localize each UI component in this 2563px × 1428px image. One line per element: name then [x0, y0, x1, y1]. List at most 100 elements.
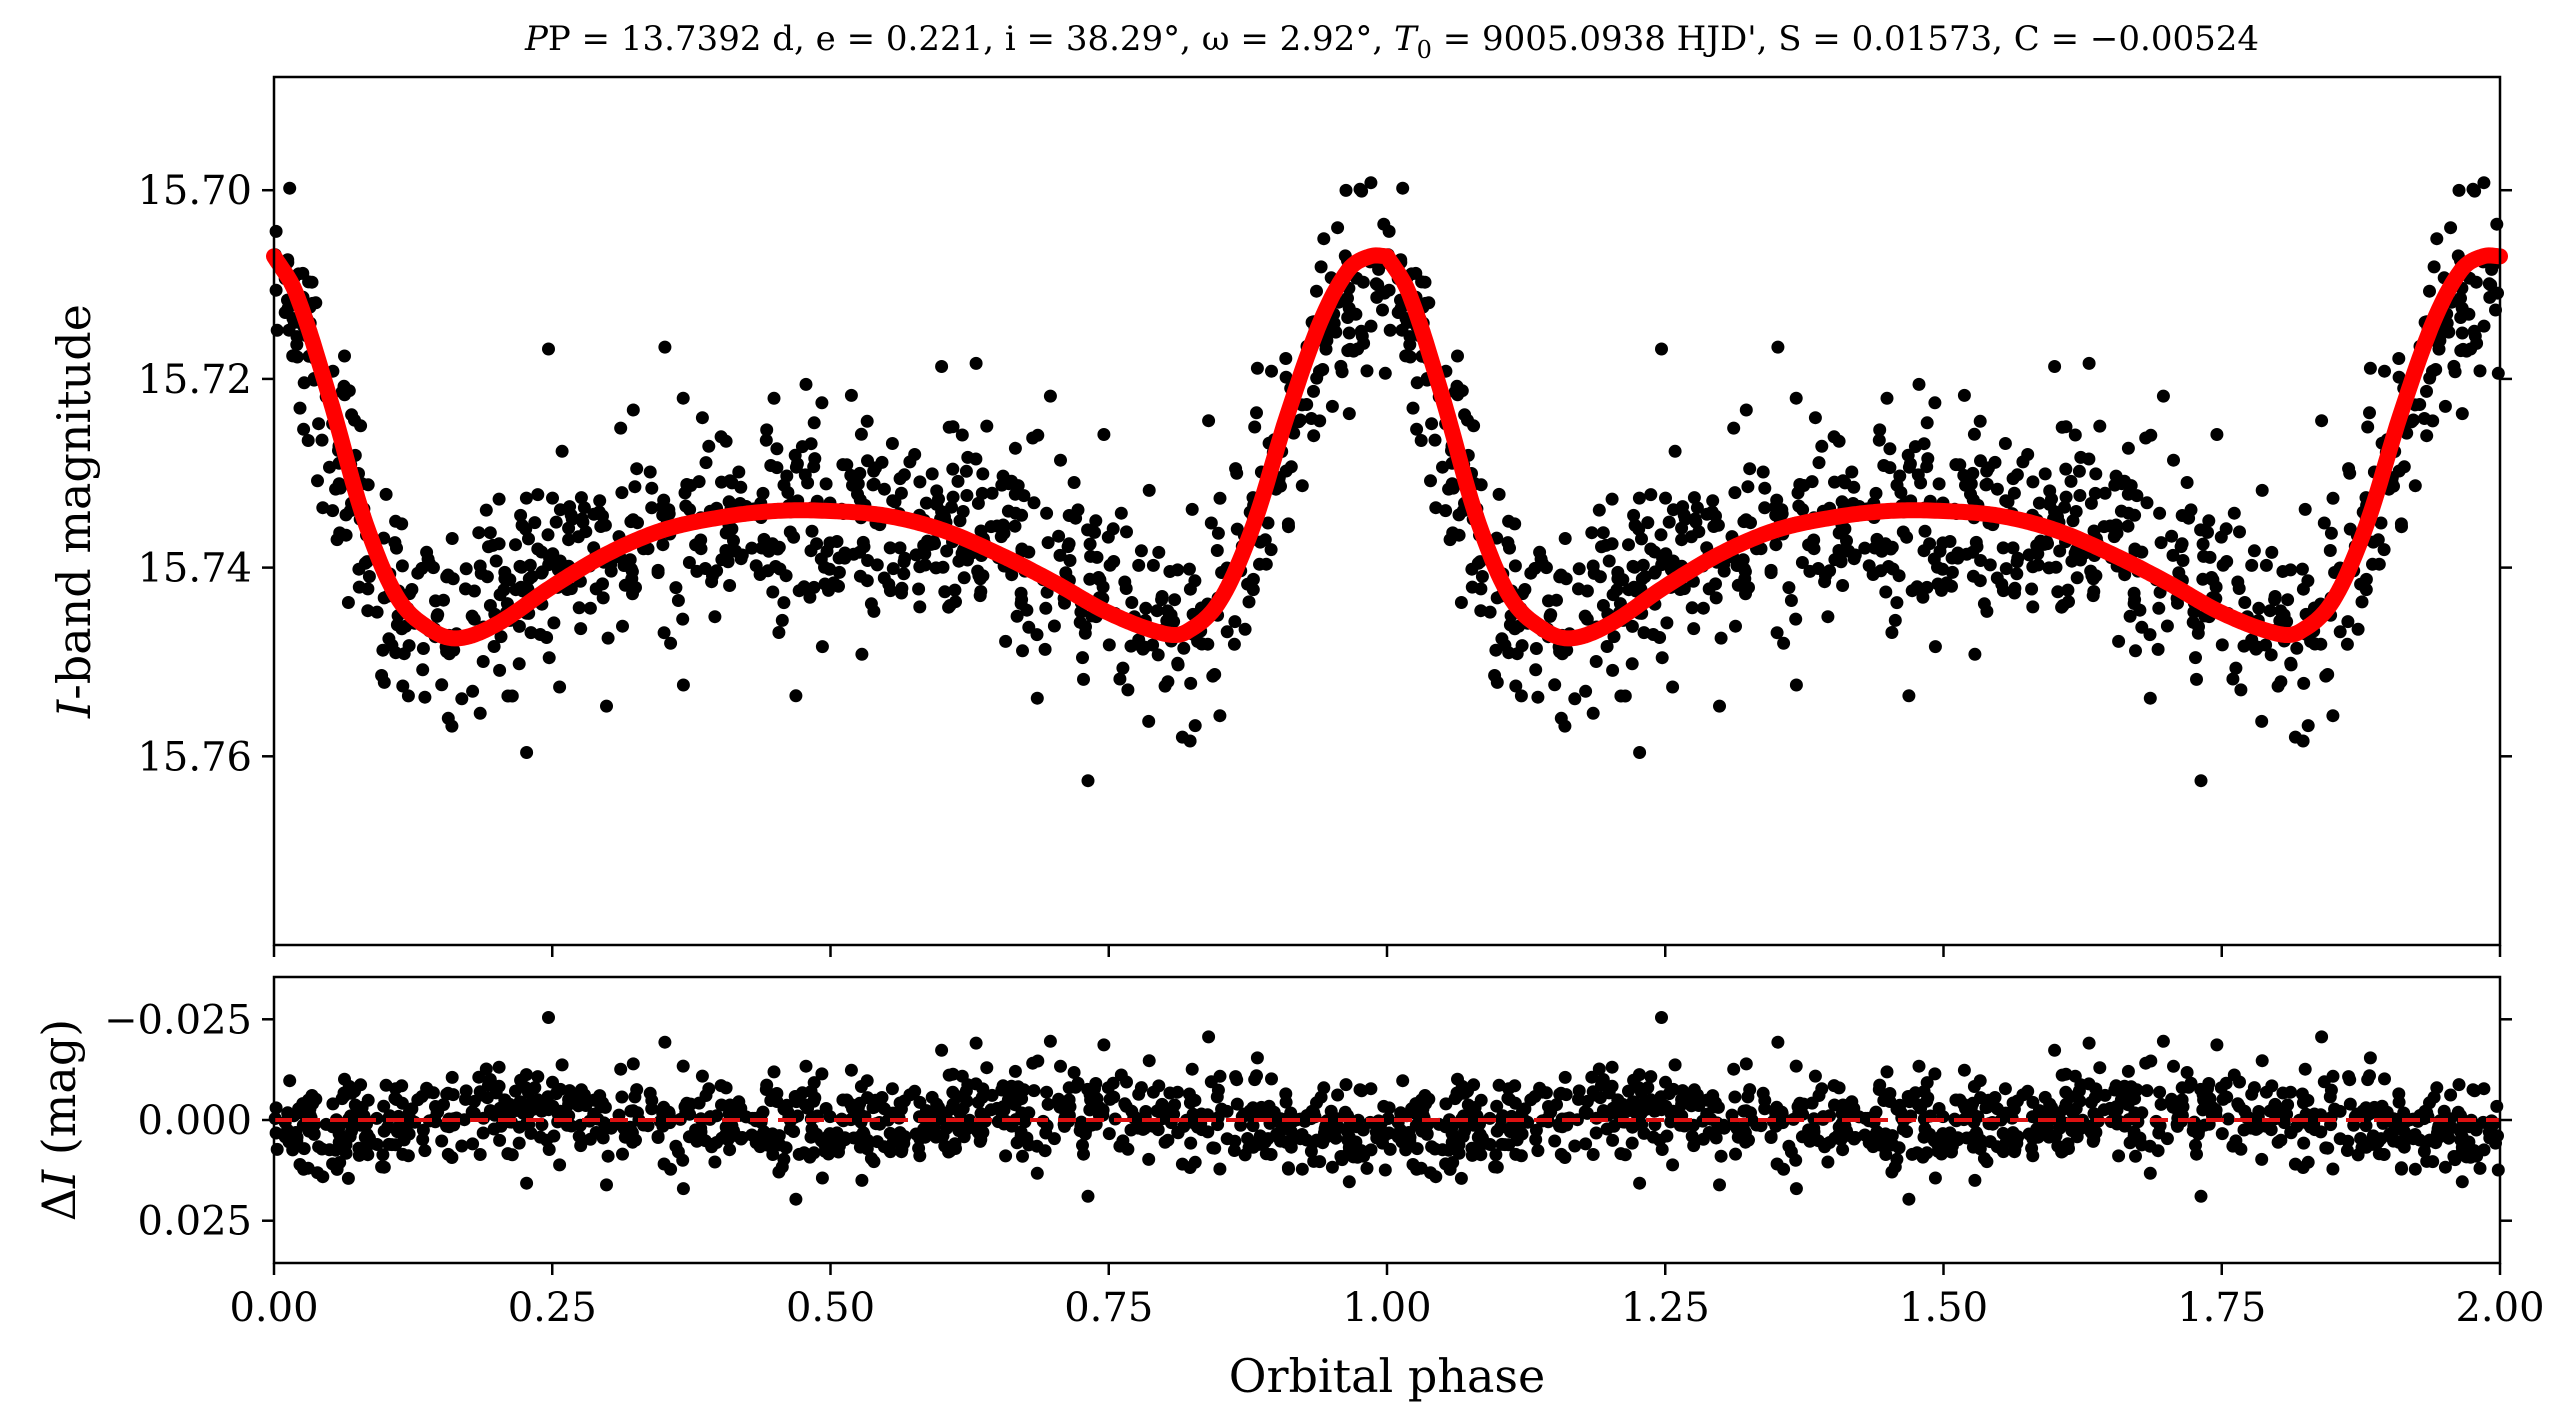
residual-point [1655, 1011, 1668, 1024]
data-point [2394, 517, 2408, 531]
data-point [1339, 183, 1353, 197]
data-point [1632, 491, 1646, 505]
residual-point [1383, 1142, 1397, 1156]
residual-point [1490, 1099, 1504, 1113]
data-point [492, 537, 506, 551]
residual-point [281, 1106, 295, 1120]
data-point [1836, 579, 1850, 592]
x-tick-label: 1.00 [1342, 1285, 1431, 1331]
residual-point [1666, 1158, 1680, 1172]
data-point [2251, 640, 2265, 654]
data-point [1542, 594, 1555, 608]
residual-point [1592, 1062, 1606, 1076]
data-point [2468, 329, 2482, 343]
data-point [1990, 571, 2004, 585]
data-point [2093, 419, 2107, 433]
data-point [775, 613, 789, 627]
data-point [2295, 562, 2309, 576]
residual-point [1743, 1083, 1757, 1097]
residual-point [1727, 1062, 1741, 1076]
residual-point [354, 1078, 368, 1092]
data-point [2438, 399, 2452, 413]
data-point [792, 584, 806, 598]
data-point [1394, 301, 1408, 315]
data-point [1607, 630, 1621, 644]
residual-point [2180, 1066, 2194, 1079]
data-point [682, 556, 696, 569]
data-point [553, 554, 567, 568]
data-point [311, 474, 324, 488]
data-point [745, 541, 759, 555]
data-point [1996, 584, 2010, 598]
residual-point [775, 1160, 789, 1174]
data-point [1410, 376, 1424, 390]
residual-point [719, 1131, 733, 1145]
residual-point [2328, 1102, 2342, 1116]
data-point [361, 604, 375, 618]
data-point [1770, 626, 1784, 640]
residual-point [1445, 1135, 1459, 1149]
x-tick-label: 0.50 [786, 1285, 875, 1331]
data-point [476, 655, 490, 668]
residual-point [2143, 1139, 2157, 1153]
residual-point [614, 1062, 628, 1076]
residual-point [2156, 1034, 2170, 1048]
data-point [1885, 626, 1899, 639]
residual-point [2232, 1099, 2246, 1113]
residual-point [2385, 1129, 2399, 1143]
data-point [689, 538, 703, 552]
residual-point [2451, 1105, 2465, 1119]
residual-point [780, 1098, 794, 1112]
data-point [919, 496, 933, 510]
residual-point [533, 1130, 547, 1144]
residual-point [1114, 1068, 1128, 1082]
data-point [917, 539, 931, 552]
residual-point [2408, 1128, 2422, 1141]
residual-point [946, 1085, 960, 1099]
data-point [2340, 637, 2354, 651]
data-point [980, 419, 994, 433]
residual-point [1220, 1132, 1234, 1146]
data-point [1150, 604, 1164, 618]
residual-point [616, 1147, 629, 1161]
data-point [722, 495, 736, 509]
residual-point [1313, 1133, 1326, 1147]
data-point [1870, 532, 1884, 546]
residual-point [1676, 1084, 1690, 1098]
data-point [1313, 414, 1327, 428]
residual-point [1874, 1138, 1888, 1152]
data-point [2426, 364, 2439, 378]
data-point [1920, 416, 1934, 430]
light-curve-y-label-text: -band magnitude [47, 304, 101, 700]
data-point [1317, 232, 1331, 246]
data-point [853, 466, 867, 480]
residual-point [1613, 1107, 1627, 1121]
data-point [1250, 361, 1264, 375]
residual-point [1342, 1175, 1356, 1189]
data-point [676, 612, 690, 626]
residual-point [1605, 1060, 1619, 1074]
residual-point [1905, 1147, 1919, 1161]
data-point [1739, 403, 1753, 417]
data-point [951, 474, 965, 488]
data-point [1396, 181, 1410, 195]
data-point [985, 486, 999, 500]
data-point [352, 580, 366, 594]
data-point [1202, 414, 1216, 428]
residual-point [1394, 1106, 1408, 1120]
data-point [2190, 672, 2203, 686]
residual-point [936, 1129, 950, 1143]
data-point [860, 414, 874, 428]
residual-point [903, 1088, 917, 1102]
data-point [893, 541, 907, 555]
data-point [2058, 500, 2071, 514]
data-point [2323, 544, 2337, 557]
residual-point [2139, 1056, 2153, 1070]
data-point [913, 600, 927, 614]
residual-point [2417, 1144, 2431, 1158]
residual-point [332, 1122, 345, 1136]
data-point [2121, 519, 2135, 533]
data-point [1979, 478, 1993, 492]
residual-point [1544, 1105, 1558, 1119]
data-point [1808, 411, 1822, 425]
